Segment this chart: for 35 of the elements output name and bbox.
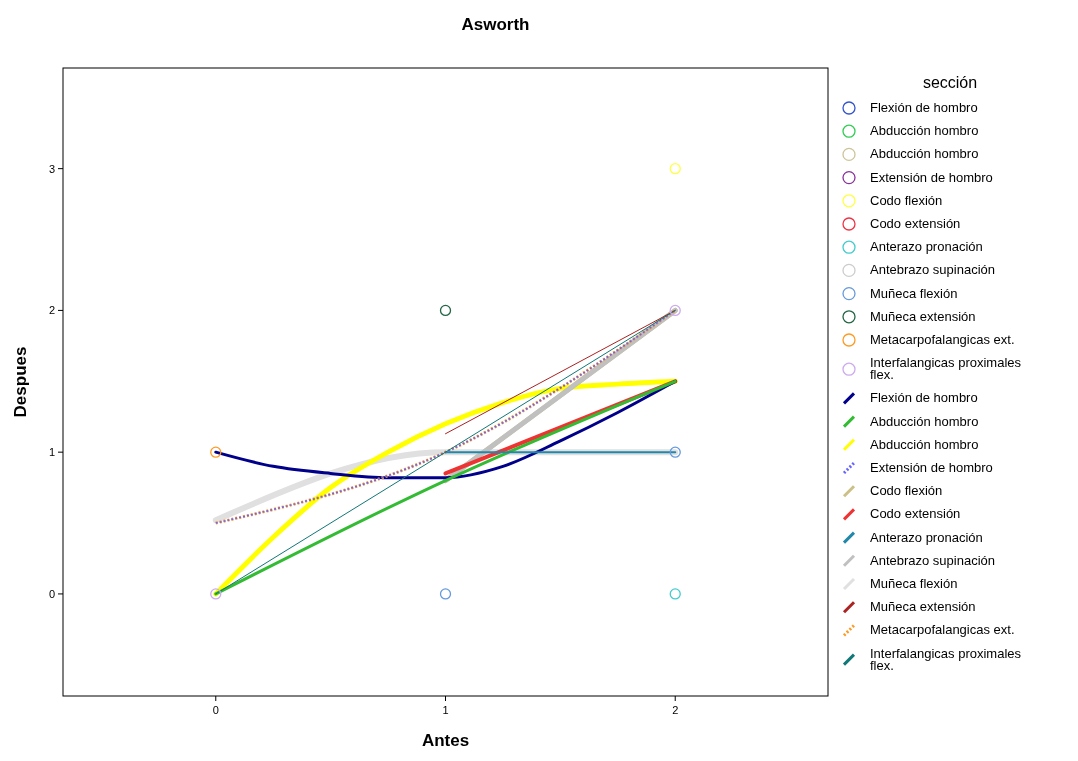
legend-label: Codo extensión [870,216,961,231]
y-tick-label: 0 [48,587,55,600]
legend-label: Abducción hombro [870,436,979,452]
legend-label: Muñeca flexión [870,576,958,591]
x-tick-label: 1 [442,704,449,716]
legend-label: Flexión de hombro [870,100,978,115]
x-tick-label: 0 [212,704,219,716]
legend-label: Extensión de hombro [870,169,993,185]
chart-title: Asworth [461,15,530,34]
legend-label: Antebrazo supinación [870,552,996,568]
legend-label: Abducción hombro [870,123,979,139]
legend-title: sección [922,74,978,91]
legend-label: Interfalangicas proximales flex. [870,355,1022,383]
legend-label: Codo flexión [870,192,943,208]
legend-label: Interfalangicas proximales flex. [870,645,1022,673]
legend-label: Metacarpofalangicas ext. [870,332,1015,347]
legend-label: Anterazo pronación [870,529,983,545]
legend-label: Antebrazo supinación [870,262,996,278]
legend-label: Muñeca extensión [870,599,976,615]
legend-label: Anterazo pronación [870,239,983,255]
legend-label: Codo extensión [870,506,961,522]
y-tick-label: 2 [48,304,55,317]
legend-label: Muñeca extensión [870,308,976,324]
legend-label: Abducción hombro [870,413,979,429]
legend-label: Extensión de hombro [870,460,993,475]
legend-label: Codo flexión [870,483,943,499]
legend-label: Metacarpofalangicas ext. [870,622,1015,638]
y-tick-label: 3 [48,162,55,175]
x-axis-title: Antes [421,731,470,750]
x-tick-label: 2 [672,704,679,716]
y-tick-label: 1 [48,446,55,459]
legend-label: Abducción hombro [870,146,979,162]
legend-label: Muñeca flexión [870,285,958,301]
y-axis-title: Despues [11,346,30,418]
legend-label: Flexión de hombro [870,390,978,406]
